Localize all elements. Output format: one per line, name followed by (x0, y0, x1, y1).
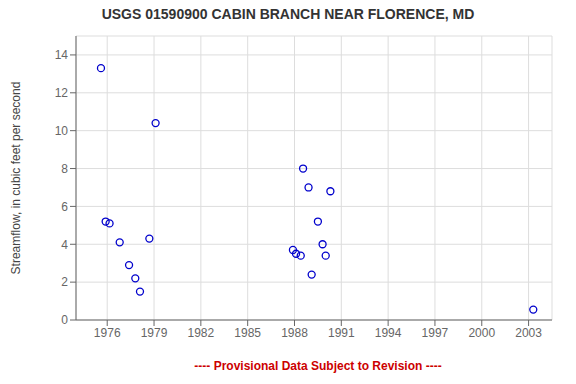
html-text:USGS 01590900 CABIN BRANCH NEA: USGS 01590900 CABIN BRANCH NEAR FLORENCE… (101, 6, 475, 22)
svg-text:2003: 2003 (515, 326, 542, 340)
svg-text:1994: 1994 (375, 326, 402, 340)
svg-text:Streamflow, in cubic feet per: Streamflow, in cubic feet per second (9, 82, 23, 275)
svg-text:4: 4 (61, 238, 68, 252)
svg-text:12: 12 (55, 86, 69, 100)
html-text:---- Provisional Data Subject: ---- Provisional Data Subject to Revisio… (194, 359, 442, 373)
svg-text:0: 0 (61, 313, 68, 327)
svg-text:1997: 1997 (422, 326, 449, 340)
svg-text:6: 6 (61, 200, 68, 214)
svg-text:14: 14 (55, 48, 69, 62)
svg-text:2000: 2000 (468, 326, 495, 340)
svg-text:2: 2 (61, 275, 68, 289)
svg-text:1982: 1982 (188, 326, 215, 340)
svg-text:1976: 1976 (94, 326, 121, 340)
svg-text:10: 10 (55, 124, 69, 138)
svg-text:1991: 1991 (328, 326, 355, 340)
svg-text:8: 8 (61, 162, 68, 176)
svg-text:1985: 1985 (234, 326, 261, 340)
svg-text:1988: 1988 (281, 326, 308, 340)
svg-text:1979: 1979 (141, 326, 168, 340)
